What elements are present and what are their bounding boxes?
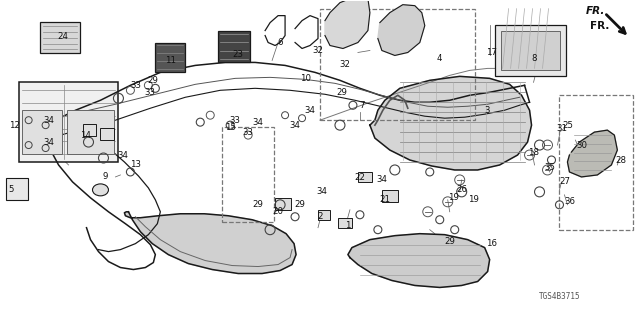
- Text: 14: 14: [80, 131, 91, 140]
- Text: 5: 5: [8, 185, 13, 194]
- Bar: [218, 31, 250, 62]
- Text: 22: 22: [355, 173, 365, 182]
- Text: 31: 31: [556, 124, 567, 132]
- Text: 17: 17: [486, 48, 497, 57]
- Bar: [275, 198, 291, 210]
- Polygon shape: [370, 76, 532, 170]
- Text: 30: 30: [576, 140, 587, 149]
- Bar: [318, 210, 330, 220]
- Bar: [83, 124, 97, 136]
- Text: 23: 23: [233, 50, 244, 59]
- Text: 34: 34: [43, 138, 54, 147]
- Text: 32: 32: [339, 60, 351, 69]
- Text: 33: 33: [145, 88, 156, 97]
- Bar: [156, 43, 186, 72]
- Text: 4: 4: [437, 54, 442, 63]
- Text: 15: 15: [225, 123, 236, 132]
- Text: 10: 10: [300, 74, 310, 83]
- Text: 29: 29: [147, 76, 158, 85]
- Bar: [222, 127, 274, 222]
- Text: 6: 6: [277, 38, 283, 47]
- Text: 29: 29: [294, 200, 305, 209]
- Bar: [67, 110, 115, 154]
- Text: 32: 32: [312, 46, 323, 55]
- Text: 27: 27: [559, 177, 570, 187]
- Text: 9: 9: [103, 172, 108, 181]
- Polygon shape: [378, 5, 425, 55]
- Text: 29: 29: [253, 200, 264, 209]
- Text: 2: 2: [317, 212, 323, 221]
- Bar: [100, 128, 115, 140]
- Text: 25: 25: [562, 121, 573, 130]
- Text: 3: 3: [485, 106, 490, 115]
- Polygon shape: [325, 0, 370, 49]
- Text: 12: 12: [9, 121, 20, 130]
- Bar: [22, 110, 61, 154]
- Text: 33: 33: [130, 81, 141, 90]
- Polygon shape: [348, 234, 490, 287]
- Text: 33: 33: [230, 116, 241, 125]
- Polygon shape: [568, 130, 618, 177]
- Text: 34: 34: [253, 118, 264, 127]
- Bar: [6, 178, 28, 200]
- Bar: [338, 218, 352, 228]
- Text: 35: 35: [544, 164, 555, 172]
- Text: 19: 19: [468, 195, 479, 204]
- Text: 19: 19: [448, 193, 459, 202]
- Text: 21: 21: [380, 195, 390, 204]
- Text: TGS4B3715: TGS4B3715: [539, 292, 580, 301]
- Bar: [382, 190, 398, 202]
- Text: 33: 33: [243, 128, 253, 137]
- Text: 34: 34: [305, 106, 316, 115]
- Text: 34: 34: [289, 121, 301, 130]
- Text: 24: 24: [57, 32, 68, 41]
- Text: 28: 28: [616, 156, 627, 164]
- Text: 29: 29: [337, 88, 348, 97]
- Text: 20: 20: [273, 207, 284, 216]
- Text: 29: 29: [444, 237, 455, 246]
- Text: 26: 26: [456, 185, 467, 194]
- Text: 34: 34: [376, 175, 387, 184]
- Bar: [559, 95, 634, 230]
- Text: 16: 16: [486, 239, 497, 248]
- Text: 7: 7: [359, 101, 365, 110]
- Text: 11: 11: [165, 56, 176, 65]
- Bar: [500, 31, 561, 70]
- Text: 34: 34: [43, 116, 54, 125]
- Text: 1: 1: [345, 221, 351, 230]
- Polygon shape: [124, 212, 296, 274]
- Bar: [358, 172, 372, 182]
- Text: 34: 34: [117, 150, 128, 160]
- Text: 36: 36: [564, 197, 575, 206]
- Text: FR.: FR.: [589, 20, 609, 31]
- Bar: [320, 9, 475, 120]
- FancyBboxPatch shape: [40, 22, 79, 53]
- Bar: [19, 82, 118, 162]
- Ellipse shape: [93, 184, 108, 196]
- Text: 34: 34: [317, 188, 328, 196]
- Text: 18: 18: [528, 148, 539, 156]
- Bar: [495, 25, 566, 76]
- Text: 13: 13: [130, 160, 141, 170]
- Text: FR.: FR.: [586, 6, 605, 16]
- Text: 8: 8: [532, 54, 538, 63]
